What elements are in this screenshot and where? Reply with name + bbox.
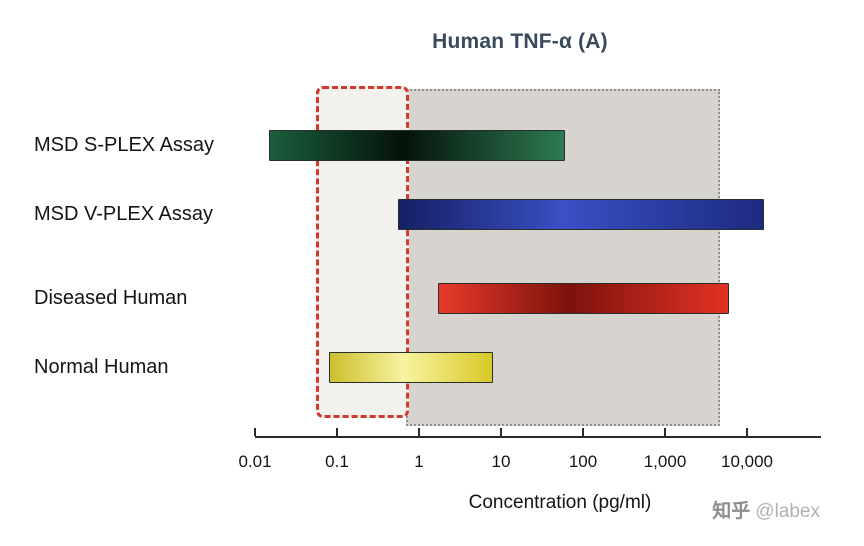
x-axis-tick: [500, 428, 502, 436]
x-axis-title: Concentration (pg/ml): [468, 492, 652, 513]
x-axis-tick: [582, 428, 584, 436]
watermark: 知乎 @labex: [712, 496, 820, 523]
x-axis-tick-label: 100: [568, 452, 598, 471]
watermark-handle: @labex: [755, 501, 820, 522]
y-axis-label-msd-s-plex-assay: MSD S-PLEX Assay: [34, 134, 215, 156]
x-axis-tick: [664, 428, 666, 436]
x-axis-line: [255, 436, 821, 438]
chart-title: Human TNF-α (A): [432, 30, 608, 53]
series-bar-normal-human: [329, 351, 494, 383]
x-axis-tick: [336, 428, 338, 436]
series-bar-msd-s-plex-assay: [269, 129, 565, 161]
x-axis-tick-label: 0.01: [238, 452, 272, 471]
y-axis-label-msd-v-plex-assay: MSD V-PLEX Assay: [34, 203, 213, 225]
y-axis-label-normal-human: Normal Human: [34, 356, 169, 378]
x-axis-tick-label: 1,000: [643, 452, 687, 471]
x-axis-tick: [746, 428, 748, 436]
x-axis-tick: [418, 428, 420, 436]
watermark-brand: 知乎: [712, 501, 751, 522]
y-axis-label-diseased-human: Diseased Human: [34, 287, 188, 309]
x-axis-tick-label: 1: [414, 452, 424, 471]
x-axis-tick-label: 10,000: [721, 452, 773, 471]
series-bar-msd-v-plex-assay: [397, 198, 764, 230]
x-axis-tick: [254, 428, 256, 436]
x-axis-tick-label: 0.1: [325, 452, 349, 471]
x-axis-tick-label: 10: [491, 452, 511, 471]
series-bar-diseased-human: [437, 282, 729, 314]
